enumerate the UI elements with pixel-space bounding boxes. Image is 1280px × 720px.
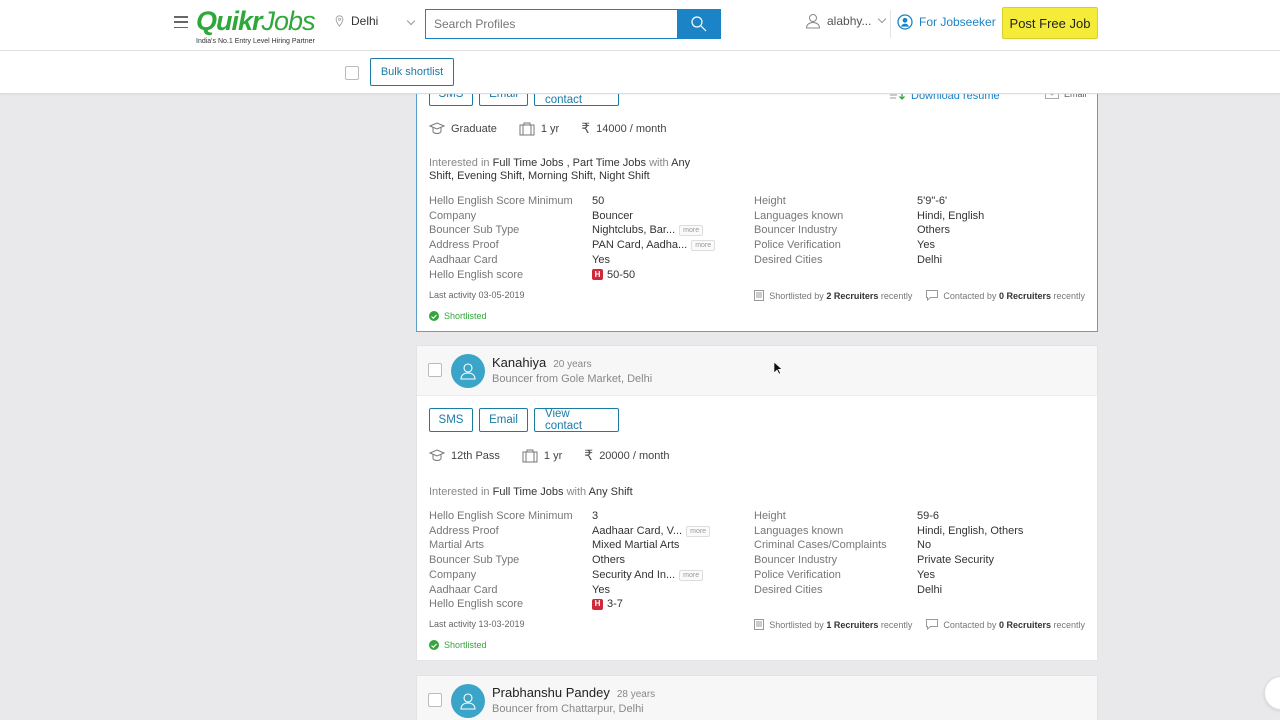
top-header: QuikrJobs India's No.1 Entry Level Hirin…: [0, 0, 1280, 51]
candidate-card: SMS Email View contact Download resume E…: [416, 60, 1098, 332]
user-avatar-icon: [460, 363, 476, 380]
city-selector[interactable]: Delhi: [335, 14, 417, 28]
rupee-icon: ₹: [584, 447, 594, 463]
recruiter-stats: Shortlisted by 2 Recruiters recently Con…: [754, 290, 1085, 301]
candidate-age: 20 years: [553, 359, 592, 370]
sms-button[interactable]: SMS: [429, 408, 473, 432]
shortlisted-status: Shortlisted: [429, 311, 487, 321]
briefcase-icon: [522, 449, 538, 462]
quick-info: Graduate 1 yr ₹14000 / month: [429, 120, 688, 137]
search-button[interactable]: [677, 9, 721, 39]
candidate-header: Kanahiya 20 years Bouncer from Gole Marke…: [417, 346, 1097, 396]
more-button[interactable]: more: [691, 239, 716, 251]
chevron-down-icon: [406, 16, 416, 26]
candidate-age: 28 years: [616, 689, 656, 700]
avatar: [451, 684, 485, 718]
more-button[interactable]: more: [679, 225, 704, 237]
rupee-icon: ₹: [581, 120, 591, 136]
bulk-action-bar: Bulk shortlist: [0, 51, 1280, 94]
expected-salary: 14000 / month: [596, 122, 667, 135]
graduation-cap-icon: [429, 448, 445, 461]
user-avatar-icon: [460, 693, 476, 710]
candidate-name[interactable]: Kanahiya: [492, 355, 547, 370]
view-contact-button[interactable]: View contact: [534, 408, 619, 432]
candidate-subtitle: Bouncer from Gole Market, Delhi: [492, 373, 653, 385]
briefcase-icon: [519, 122, 535, 135]
email-label: Email: [1064, 89, 1087, 99]
shortlist-doc-icon: [754, 290, 765, 301]
job-interest: Interested in Full Time Jobs , Part Time…: [429, 157, 691, 182]
search-icon: [691, 16, 707, 32]
email-button[interactable]: Email: [479, 408, 528, 432]
job-interest: Interested in Full Time Jobs with Any Sh…: [429, 486, 633, 498]
jobseeker-icon: [897, 14, 913, 30]
quikrjobs-logo[interactable]: QuikrJobs India's No.1 Entry Level Hirin…: [196, 6, 316, 45]
chat-icon: [926, 619, 939, 630]
avatar: [451, 354, 485, 388]
education: 12th Pass: [451, 449, 500, 462]
location-pin-icon: [335, 15, 344, 27]
divider: [890, 10, 891, 38]
chevron-down-icon: [878, 14, 887, 24]
quick-info: 12th Pass 1 yr ₹20000 / month: [429, 447, 692, 464]
details-right: Height 59-6 Languages known Hindi, English…: [754, 510, 1024, 596]
details-right: Height 5'9"-6' Languages known Hindi, Engl…: [754, 195, 985, 266]
scroll-to-top-button[interactable]: [1264, 676, 1280, 710]
candidate-select-checkbox[interactable]: [428, 363, 442, 377]
more-button[interactable]: more: [679, 569, 704, 581]
details-left: Hello English Score Minimum 50 Company Bou…: [429, 194, 716, 282]
user-icon: [805, 14, 821, 29]
chat-icon: [926, 290, 939, 301]
check-circle-icon: [429, 311, 439, 321]
for-jobseeker-link[interactable]: For Jobseeker: [897, 14, 996, 30]
experience: 1 yr: [543, 449, 563, 462]
user-menu[interactable]: alabhy...: [805, 13, 887, 29]
details-left: Hello English Score Minimum 3 Address Pro…: [429, 509, 711, 612]
education: Graduate: [451, 122, 497, 135]
more-button[interactable]: more: [686, 525, 711, 537]
logo-tagline: India's No.1 Entry Level Hiring Partner: [196, 38, 315, 45]
bulk-shortlist-button[interactable]: Bulk shortlist: [370, 58, 454, 86]
contact-actions: SMS Email View contact: [429, 408, 619, 432]
hello-english-icon: H: [592, 599, 603, 611]
recruiter-stats: Shortlisted by 1 Recruiters recently Con…: [754, 619, 1085, 630]
select-all-checkbox[interactable]: [345, 66, 359, 80]
expected-salary: 20000 / month: [599, 449, 670, 462]
last-activity: Last activity 03-05-2019: [429, 290, 525, 300]
search-input[interactable]: [425, 9, 677, 39]
logo-quikr-text: Quikr: [196, 6, 263, 36]
username-label: alabhy...: [827, 14, 872, 28]
for-jobseeker-label: For Jobseeker: [919, 15, 996, 29]
experience: 1 yr: [540, 122, 560, 135]
shortlisted-status: Shortlisted: [429, 640, 487, 650]
candidate-card: Prabhanshu Pandey 28 years Bouncer from C…: [416, 675, 1098, 720]
last-activity: Last activity 13-03-2019: [429, 619, 525, 629]
graduation-cap-icon: [429, 121, 445, 134]
city-label: Delhi: [351, 14, 379, 28]
post-free-job-button[interactable]: Post Free Job: [1002, 7, 1098, 39]
candidate-subtitle: Bouncer from Chattarpur, Delhi: [492, 703, 644, 715]
search-bar: [425, 9, 721, 39]
logo-jobs-text: Jobs: [261, 6, 316, 36]
mouse-cursor-icon: [773, 361, 783, 375]
menu-icon[interactable]: [174, 16, 188, 28]
hello-english-icon: H: [592, 269, 603, 281]
shortlist-doc-icon: [754, 619, 765, 630]
candidate-header: Prabhanshu Pandey 28 years Bouncer from C…: [417, 676, 1097, 720]
candidate-card: Kanahiya 20 years Bouncer from Gole Marke…: [416, 345, 1098, 661]
candidate-select-checkbox[interactable]: [428, 693, 442, 707]
candidate-name[interactable]: Prabhanshu Pandey: [492, 685, 610, 700]
check-circle-icon: [429, 640, 439, 650]
